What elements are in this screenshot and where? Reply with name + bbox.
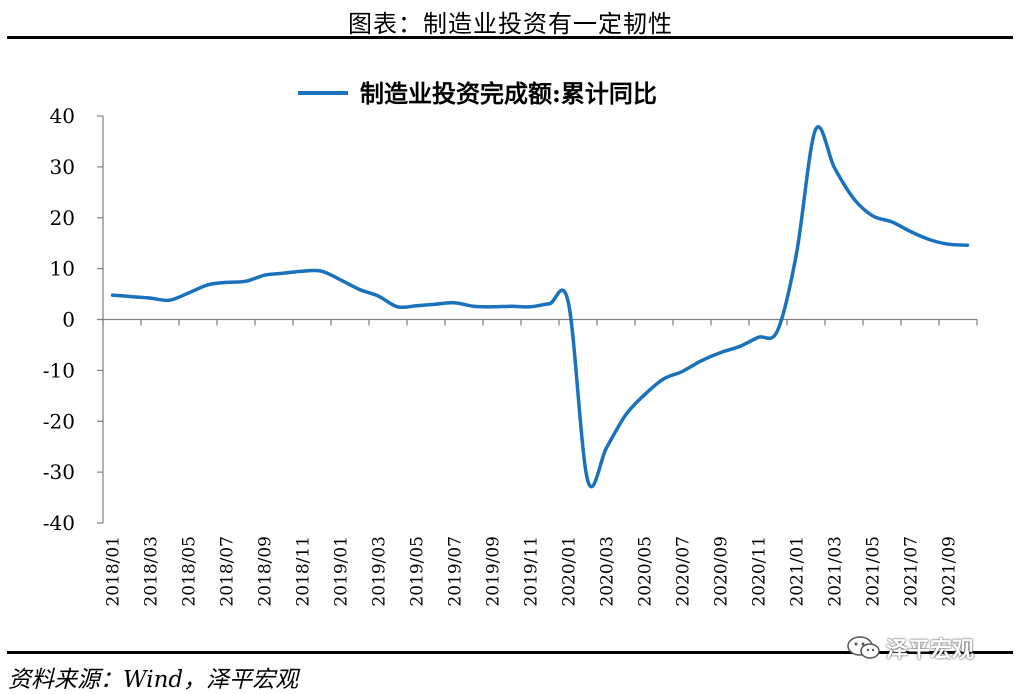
figure-title: 图表：制造业投资有一定韧性 (348, 10, 673, 38)
y-tick-label: 20 (50, 206, 75, 230)
x-tick-label: 2020/09 (712, 536, 732, 607)
y-tick-label: -30 (43, 460, 75, 484)
series-line (110, 125, 970, 489)
x-tick-label: 2019/05 (408, 536, 428, 607)
x-tick-label: 2018/03 (142, 536, 162, 607)
x-tick-label: 2020/11 (750, 536, 770, 607)
x-tick-label: 2020/05 (636, 536, 656, 607)
x-tick-label: 2019/01 (332, 536, 352, 607)
watermark-text: 泽平宏观 (886, 637, 975, 663)
y-tick-label: 0 (62, 308, 75, 332)
x-tick-label: 2021/09 (940, 536, 960, 607)
y-tick-label: -20 (43, 409, 75, 433)
y-tick-label: 40 (50, 104, 75, 128)
x-tick-label: 2018/11 (294, 536, 314, 607)
y-tick-label: 10 (50, 257, 75, 281)
x-tick-label: 2018/01 (104, 536, 124, 607)
wechat-icon (847, 636, 880, 659)
x-tick-label: 2021/07 (902, 536, 922, 607)
source-note: 资料来源：Wind，泽平宏观 (8, 667, 299, 693)
x-tick-label: 2021/05 (864, 536, 884, 607)
x-tick-label: 2018/07 (218, 536, 238, 607)
top-rule (7, 36, 1013, 39)
legend: 制造业投资完成额:累计同比 (298, 79, 657, 108)
y-tick-label: -10 (43, 358, 75, 382)
y-tick-label: 30 (50, 155, 75, 179)
x-tick-label: 2020/07 (674, 536, 694, 607)
x-tick-label: 2019/09 (484, 536, 504, 607)
x-tick-label: 2021/03 (826, 536, 846, 607)
x-tick-label: 2020/03 (598, 536, 618, 607)
watermark: 泽平宏观 (846, 632, 974, 664)
x-tick-label: 2020/01 (560, 536, 580, 607)
x-tick-label: 2019/11 (522, 536, 542, 607)
legend-label: 制造业投资完成额:累计同比 (360, 79, 657, 108)
x-tick-label: 2018/05 (180, 536, 200, 607)
x-tick-label: 2021/01 (788, 536, 808, 607)
x-tick-label: 2018/09 (256, 536, 276, 607)
x-tick-label: 2019/07 (446, 536, 466, 607)
y-tick-label: -40 (43, 511, 75, 535)
bottom-rule (7, 651, 1013, 654)
x-tick-label: 2019/03 (370, 536, 390, 607)
